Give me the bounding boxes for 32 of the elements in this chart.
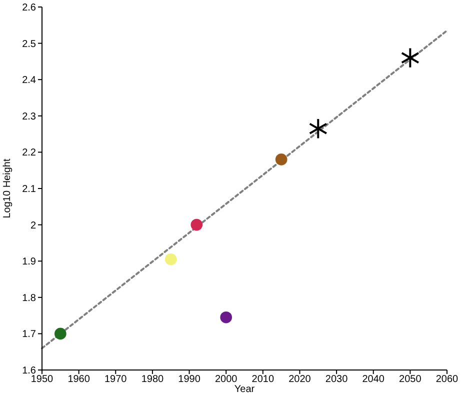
y-tick-label: 1.8 bbox=[22, 292, 36, 304]
x-tick-label: 2040 bbox=[362, 374, 385, 385]
y-tick-label: 2.2 bbox=[22, 148, 36, 159]
point bbox=[275, 154, 288, 166]
y-tick-label: 2.6 bbox=[22, 2, 36, 14]
x-tick-label: 1970 bbox=[104, 374, 128, 385]
y-axis-title: Log10 Height bbox=[2, 158, 13, 218]
y-tick-label: 2.4 bbox=[22, 75, 36, 86]
y-tick-label: 2 bbox=[30, 220, 36, 232]
x-tick-label: 1950 bbox=[30, 374, 54, 385]
y-tick-label: 1.7 bbox=[22, 329, 36, 340]
y-tick-label: 2.1 bbox=[22, 184, 36, 195]
x-axis-title: Year bbox=[234, 384, 256, 393]
point bbox=[400, 47, 420, 68]
y-tick-label: 2.3 bbox=[22, 111, 36, 122]
y-tick-label: 2.5 bbox=[22, 38, 36, 50]
point bbox=[308, 118, 328, 140]
x-tick-label: 2030 bbox=[325, 374, 348, 385]
y-tick-label: 1.9 bbox=[22, 256, 36, 268]
x-tick-label: 1960 bbox=[68, 374, 90, 385]
point bbox=[190, 218, 203, 231]
point bbox=[54, 328, 66, 340]
x-tick-label: 2010 bbox=[252, 374, 274, 385]
x-tick-label: 2000 bbox=[214, 374, 238, 385]
x-tick-label: 1990 bbox=[178, 374, 201, 385]
x-tick-label: 2050 bbox=[399, 374, 422, 385]
x-tick-label: 1980 bbox=[141, 374, 164, 385]
point bbox=[164, 253, 177, 266]
point bbox=[220, 311, 232, 324]
x-tick-label: 2020 bbox=[288, 374, 312, 385]
y-tick-label: 1.6 bbox=[22, 366, 36, 376]
x-tick-label: 2060 bbox=[436, 374, 459, 385]
